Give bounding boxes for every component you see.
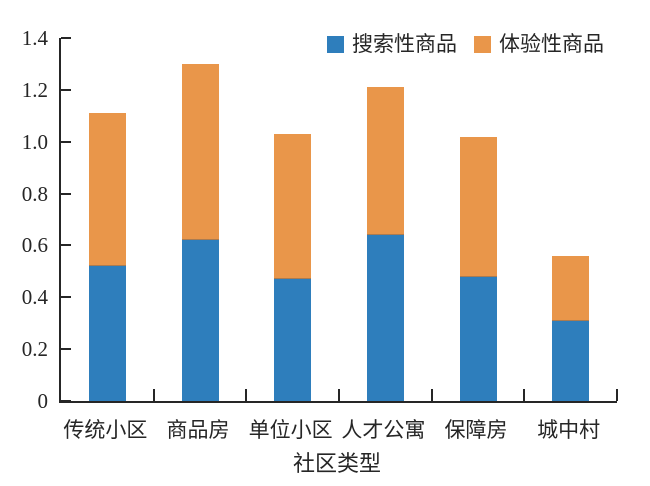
- x-axis-title: 社区类型: [292, 451, 381, 476]
- bar-segment-传统小区-体验性商品: [88, 113, 126, 267]
- bar-segment-城中村-搜索性商品: [552, 320, 590, 401]
- x-axis-tick: [616, 389, 618, 401]
- chart-legend: 搜索性商品 体验性商品: [327, 34, 604, 55]
- y-axis-tick: [61, 296, 71, 299]
- x-axis-tick: [430, 389, 433, 401]
- bar-segment-商品房-搜索性商品: [181, 240, 219, 401]
- x-axis-tick: [152, 389, 155, 401]
- x-axis-category-label: 传统小区: [63, 418, 148, 442]
- y-axis-tick-label: 1.0: [21, 129, 48, 154]
- y-axis-tick-label: 0: [37, 389, 49, 413]
- legend-swatch-blue-icon: [327, 36, 344, 53]
- plot-area: [59, 37, 618, 403]
- bar-segment-保障房-体验性商品: [459, 136, 497, 277]
- y-axis-tick-label: 1.2: [21, 77, 48, 102]
- x-axis-category-label: 人才公寓: [341, 418, 426, 442]
- x-axis-tick: [338, 389, 340, 401]
- bar-segment-单位小区-搜索性商品: [274, 279, 312, 401]
- x-axis-category-label: 保障房: [444, 418, 508, 442]
- y-axis-tick: [61, 348, 71, 351]
- x-axis-tick: [245, 389, 248, 401]
- y-axis-tick: [61, 88, 71, 91]
- legend-swatch-orange-icon: [474, 36, 491, 53]
- y-axis-tick: [61, 37, 71, 39]
- legend-item-experience-goods: 体验性商品: [474, 34, 604, 55]
- x-axis-category-label: 商品房: [166, 418, 230, 442]
- bar-segment-商品房-体验性商品: [181, 63, 219, 241]
- bar-segment-城中村-体验性商品: [552, 255, 590, 321]
- bar-segment-传统小区-搜索性商品: [88, 266, 126, 401]
- legend-label-experience-goods: 体验性商品: [499, 32, 604, 56]
- x-axis-category-label: 城中村: [537, 418, 601, 442]
- bar-segment-保障房-搜索性商品: [459, 276, 497, 401]
- y-axis-tick: [61, 400, 71, 402]
- bar-segment-单位小区-体验性商品: [274, 133, 312, 280]
- y-axis-tick: [61, 244, 71, 247]
- y-axis-tick-label: 0.8: [21, 181, 48, 206]
- legend-item-search-goods: 搜索性商品: [327, 34, 457, 55]
- bar-segment-人才公寓-搜索性商品: [366, 235, 404, 401]
- y-axis-tick-label: 1.4: [21, 26, 48, 50]
- y-axis-tick-label: 0.4: [21, 285, 48, 310]
- y-axis-tick-label: 0.6: [21, 233, 48, 258]
- x-axis-tick: [523, 389, 526, 401]
- y-axis-tick: [61, 192, 71, 195]
- y-axis-tick-label: 0.2: [21, 337, 48, 362]
- bar-segment-人才公寓-体验性商品: [366, 87, 404, 236]
- x-axis-category-label: 单位小区: [248, 418, 333, 442]
- y-axis-tick: [61, 140, 71, 143]
- legend-label-search-goods: 搜索性商品: [352, 32, 457, 56]
